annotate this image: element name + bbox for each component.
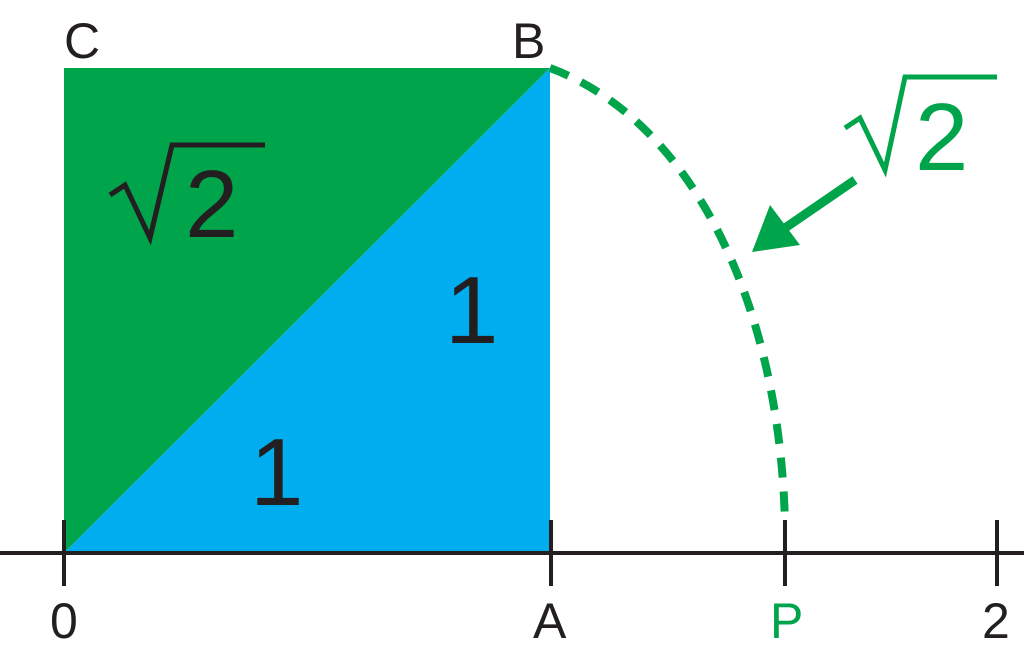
arc-sqrt2-label: 2: [843, 74, 997, 191]
diagonal-radicand: 2: [185, 151, 238, 258]
label-zero: 0: [50, 593, 78, 649]
label-b: B: [512, 13, 545, 69]
label-c: C: [64, 13, 100, 69]
arrow-head-icon: [752, 205, 800, 252]
dashed-arc: [548, 64, 789, 526]
label-two: 2: [982, 593, 1010, 649]
radical-sign-icon: [108, 142, 265, 246]
lower-blue-triangle: [64, 68, 550, 553]
label-p: P: [770, 593, 803, 649]
side-bottom-length: 1: [250, 419, 303, 526]
radical-sign-icon: [843, 74, 997, 178]
arrow-shaft: [782, 176, 858, 232]
side-right-length: 1: [445, 257, 498, 364]
label-a: A: [533, 593, 567, 649]
arc-radicand: 2: [915, 84, 968, 191]
diagonal-sqrt2-label: 2: [108, 142, 265, 258]
